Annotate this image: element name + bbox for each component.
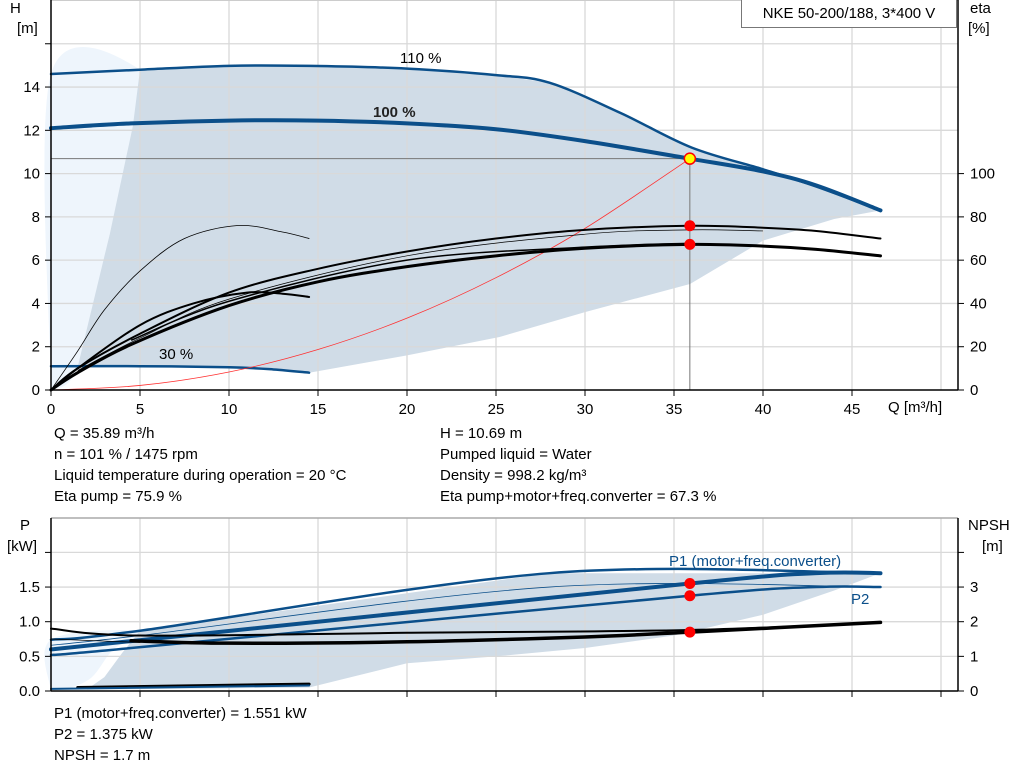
- q-tick-label: 5: [136, 401, 144, 418]
- h-axis-unit: [m]: [17, 20, 38, 37]
- series-system-curve: [50, 158, 691, 391]
- series-eta-thin: [77, 229, 764, 371]
- curve-label-110: 110 %: [400, 50, 442, 67]
- series-npsh-100-: [129, 620, 883, 645]
- duty-point: [684, 578, 696, 590]
- h-tick-label: 2: [32, 339, 40, 356]
- eta-axis-name: eta: [970, 0, 991, 17]
- pump-title: NKE 50-200/188, 3*400 V: [741, 0, 957, 28]
- series-eta-total: [49, 242, 882, 392]
- q-axis-label: Q [m³/h]: [888, 399, 943, 416]
- q-tick-label: 35: [666, 401, 683, 418]
- readout-density: Density = 998.2 kg/m³: [440, 467, 587, 484]
- q-tick-label: 45: [844, 401, 861, 418]
- npsh-axis-unit: [m]: [982, 538, 1003, 555]
- curve-label-100: 100 %: [373, 104, 416, 121]
- duty-point-eta: [684, 220, 696, 232]
- eta-tick-label: 20: [970, 339, 987, 356]
- series-h-100-: [49, 118, 883, 213]
- series-eta-pump-30-: [50, 225, 310, 391]
- low-flow-area: [44, 46, 146, 390]
- h-tick-label: 4: [32, 295, 40, 312]
- duty-point: [684, 590, 696, 602]
- p-tick-label: 0.5: [19, 648, 40, 665]
- series-eta-pump: [50, 224, 882, 391]
- series-h-110-: [49, 64, 882, 212]
- npsh-tick-label: 2: [970, 614, 978, 631]
- eta-tick-label: 80: [970, 209, 987, 226]
- eta-tick-label: 40: [970, 295, 987, 312]
- series-p1-110-: [49, 567, 882, 641]
- duty-point: [684, 626, 696, 638]
- q-tick-label: 0: [47, 401, 55, 418]
- eta-tick-label: 60: [970, 252, 987, 269]
- q-tick-label: 25: [488, 401, 505, 418]
- readout-liquid: Pumped liquid = Water: [440, 446, 592, 463]
- h-tick-label: 8: [32, 209, 40, 226]
- series-npsh-low: [50, 638, 141, 643]
- curve-label-p1: P1 (motor+freq.converter): [669, 553, 842, 570]
- p-tick-label: 1.0: [19, 614, 40, 631]
- series-eta-total-30-: [50, 291, 311, 391]
- readout-speed: n = 101 % / 1475 rpm: [54, 446, 198, 463]
- eta-tick-label: 100: [970, 166, 995, 183]
- h-tick-label: 14: [23, 79, 40, 96]
- readout-npsh: NPSH = 1.7 m: [54, 747, 151, 764]
- h-tick-label: 0: [32, 382, 40, 399]
- q-tick-label: 20: [399, 401, 416, 418]
- readout-eta-total: Eta pump+motor+freq.converter = 67.3 %: [440, 488, 717, 505]
- operating-point: [683, 152, 697, 165]
- eta-tick-label: 0: [970, 382, 978, 399]
- npsh-tick-label: 1: [970, 648, 978, 665]
- series-p2-30-: [50, 684, 311, 690]
- series-p1-100-: [49, 570, 883, 652]
- q-tick-label: 15: [310, 401, 327, 418]
- eta-axis-unit: [%]: [968, 20, 990, 37]
- p-axis-name: P: [20, 517, 31, 534]
- series-eta-alt: [130, 242, 690, 341]
- h-tick-label: 10: [23, 166, 40, 183]
- series-p2-100-: [49, 585, 882, 657]
- readout-h: H = 10.69 m: [440, 425, 523, 442]
- h-tick-label: 6: [32, 252, 40, 269]
- readout-p2: P2 = 1.375 kW: [54, 726, 153, 743]
- readout-p1: P1 (motor+freq.converter) = 1.551 kW: [54, 705, 307, 722]
- q-tick-label: 40: [755, 401, 772, 418]
- p-tick-label: 0.0: [19, 683, 40, 700]
- series-p1-30-: [76, 682, 311, 690]
- p-axis-unit: [kW]: [7, 538, 37, 555]
- h-tick-label: 12: [23, 122, 40, 139]
- readout-q: Q = 35.89 m³/h: [54, 425, 155, 442]
- series-h-30-: [49, 364, 311, 374]
- q-tick-label: 30: [577, 401, 594, 418]
- low-flow-area-p: [44, 630, 143, 691]
- npsh-axis-name: NPSH: [968, 517, 1010, 534]
- q-tick-label: 10: [221, 401, 238, 418]
- npsh-tick-label: 3: [970, 579, 978, 596]
- curve-label-30: 30 %: [159, 346, 194, 363]
- duty-point-eta: [684, 238, 696, 250]
- series-npsh-110-: [50, 621, 882, 637]
- readout-temperature: Liquid temperature during operation = 20…: [54, 467, 347, 484]
- npsh-tick-label: 0: [970, 683, 978, 700]
- h-axis-name: H: [10, 0, 21, 17]
- curve-label-p2: P2: [851, 591, 870, 608]
- p-tick-label: 1.5: [19, 579, 40, 596]
- readout-eta-pump: Eta pump = 75.9 %: [54, 488, 182, 505]
